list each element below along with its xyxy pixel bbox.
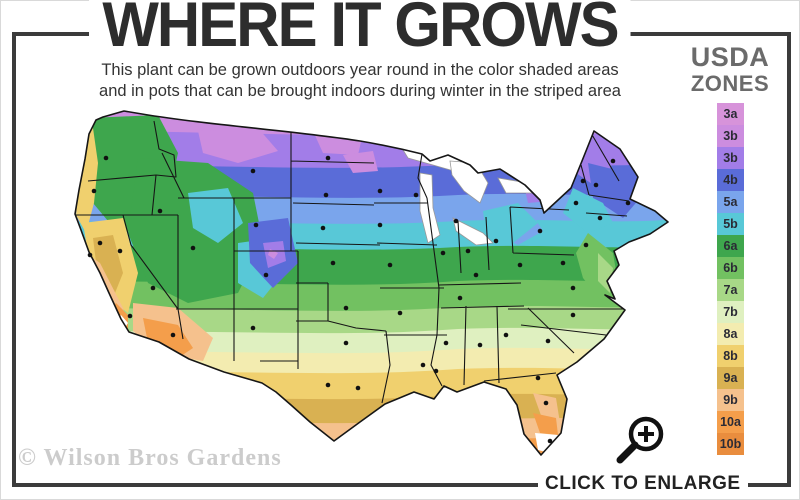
us-outline [74, 110, 669, 456]
zone-shading [75, 111, 668, 455]
legend-swatch-10a: 10a [717, 411, 744, 433]
legend-swatch-10b: 10b [717, 433, 744, 455]
legend-swatch-7a: 7a [717, 279, 744, 301]
legend-swatch-5a: 5a [717, 191, 744, 213]
legend-title-usda: USDA [690, 42, 770, 72]
state-boundaries [76, 120, 630, 404]
watermark: © Wilson Bros Gardens [18, 445, 282, 471]
legend-swatch-5b: 5b [717, 213, 744, 235]
legend-swatch-4b: 4b [717, 169, 744, 191]
zone-legend: 3a 3b 3b 4b 5a 5b 6a 6b 7a 7b 8a 8b 9a 9b 10a 10b [717, 103, 744, 455]
legend-swatch-4a: 3b [717, 147, 744, 169]
us-zones-map[interactable] [28, 103, 674, 465]
legend-swatch-8a: 8a [717, 323, 744, 345]
click-to-enlarge-button[interactable]: CLICK TO ENLARGE [538, 473, 748, 495]
subtitle: This plant can be grown outdoors year ro… [20, 60, 700, 101]
subtitle-line-2: and in pots that can be brought indoors … [99, 81, 621, 100]
legend-swatch-8b: 8b [717, 345, 744, 367]
legend-swatch-9a: 9a [717, 367, 744, 389]
legend-title: USDA ZONES [683, 44, 777, 95]
legend-swatch-3a: 3a [717, 103, 744, 125]
legend-swatch-3b: 3b [717, 125, 744, 147]
subtitle-line-1: This plant can be grown outdoors year ro… [101, 61, 619, 79]
legend-swatch-7b: 7b [717, 301, 744, 323]
magnifier-plus-icon[interactable] [606, 407, 670, 469]
legend-title-zones: ZONES [690, 71, 770, 96]
legend-swatch-9b: 9b [717, 389, 744, 411]
legend-swatch-6b: 6b [717, 257, 744, 279]
page-title: WHERE IT GROWS [89, 0, 631, 58]
city-dots [87, 155, 631, 444]
legend-swatch-6a: 6a [717, 235, 744, 257]
